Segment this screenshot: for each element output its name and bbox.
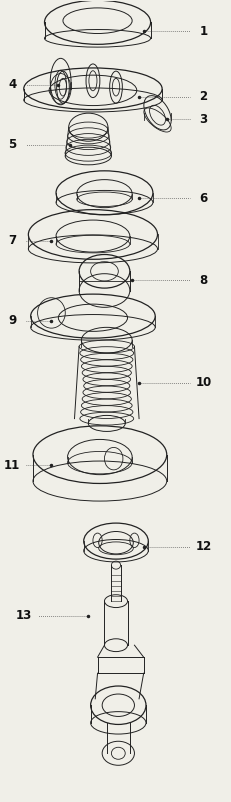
Text: 11: 11 (4, 459, 20, 472)
Text: 5: 5 (8, 138, 16, 152)
Text: 4: 4 (8, 79, 16, 91)
Text: 8: 8 (199, 273, 207, 286)
Text: 2: 2 (199, 91, 207, 103)
Text: 12: 12 (195, 541, 211, 553)
Text: 7: 7 (8, 234, 16, 247)
Text: 10: 10 (195, 376, 211, 389)
Text: 9: 9 (8, 314, 16, 327)
Text: 1: 1 (199, 25, 207, 38)
Text: 6: 6 (199, 192, 207, 205)
Text: 13: 13 (15, 609, 32, 622)
Text: 3: 3 (199, 113, 207, 126)
